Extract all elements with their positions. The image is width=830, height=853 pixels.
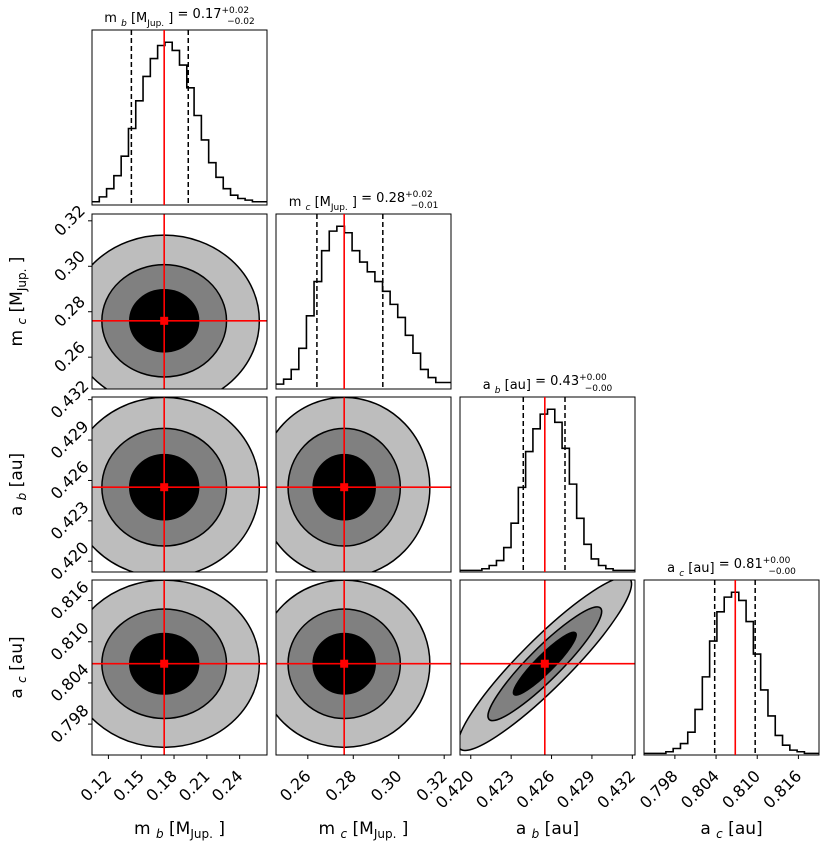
- xtick-label-0-1: 0.15: [109, 766, 148, 805]
- xtick-label-3-1: 0.804: [677, 766, 723, 812]
- truth-marker-3-2: [540, 659, 549, 668]
- xtick-label-3-3: 0.816: [759, 766, 805, 812]
- xtick-label-0-0: 0.12: [77, 766, 116, 805]
- xlabel-2: a b [au]: [516, 819, 579, 841]
- ytick-label-1-3: 0.32: [50, 201, 89, 240]
- ytick-label-2-3: 0.429: [47, 417, 93, 463]
- truth-marker-1-0: [160, 316, 169, 325]
- xtick-label-1-0: 0.26: [276, 766, 315, 805]
- hist-title-3: a c [au] = 0.81+0.00 −0.00: [667, 556, 796, 579]
- panel-2-0: [91, 396, 268, 573]
- xlabel-1: m c [MJup. ]: [319, 819, 409, 841]
- ylabel-2: a b [au]: [7, 453, 29, 516]
- panel-frame-2-0: [91, 396, 268, 573]
- panel-3-2: [459, 579, 636, 756]
- ytick-label-3-0: 0.798: [47, 701, 93, 747]
- xtick-label-2-4: 0.432: [593, 766, 639, 812]
- xtick-label-2-3: 0.429: [553, 766, 599, 812]
- ytick-label-1-2: 0.30: [50, 247, 89, 286]
- ylabel-3: a c [au]: [7, 636, 29, 698]
- ytick-label-3-3: 0.816: [47, 577, 93, 623]
- histogram-step-0: [92, 41, 267, 203]
- ytick-label-2-4: 0.432: [47, 376, 93, 422]
- xtick-label-0-4: 0.24: [208, 766, 247, 805]
- xtick-label-2-2: 0.426: [513, 766, 559, 812]
- panel-frame-1-0: [91, 213, 268, 390]
- histogram-step-2: [460, 408, 635, 572]
- xtick-label-3-2: 0.810: [718, 766, 764, 812]
- ytick-label-1-1: 0.28: [50, 292, 89, 331]
- truth-marker-3-0: [160, 659, 169, 668]
- ytick-label-3-2: 0.810: [47, 618, 93, 664]
- ytick-label-2-1: 0.423: [47, 498, 93, 544]
- panel-3-1: [275, 579, 452, 756]
- truth-marker-2-0: [160, 483, 169, 492]
- ytick-label-2-0: 0.420: [47, 538, 93, 584]
- panel-1-0: [91, 213, 268, 390]
- histogram-step-1: [276, 225, 451, 385]
- ytick-label-3-1: 0.804: [47, 660, 93, 706]
- xtick-label-0-3: 0.21: [175, 766, 214, 805]
- xlabel-3: a c [au]: [700, 819, 762, 841]
- xlabel-0: m b [MJup. ]: [134, 819, 225, 841]
- panel-frame-3-1: [275, 579, 452, 756]
- ytick-label-2-2: 0.426: [47, 457, 93, 503]
- hist-frame-3: [643, 579, 820, 756]
- panel-frame-3-0: [91, 579, 268, 756]
- truth-marker-2-1: [340, 483, 349, 492]
- xtick-label-2-1: 0.423: [472, 766, 518, 812]
- xtick-label-1-1: 0.28: [321, 766, 360, 805]
- hist-title-1: m c [MJup. ] = 0.28+0.02 −0.01: [289, 190, 439, 213]
- panel-2-1: [275, 396, 452, 573]
- hist-frame-0: [91, 29, 268, 206]
- xtick-label-0-2: 0.18: [142, 766, 181, 805]
- ytick-label-1-0: 0.26: [50, 338, 89, 377]
- panel-frame-2-1: [275, 396, 452, 573]
- panel-frame-3-2: [459, 579, 636, 756]
- hist-title-2: a b [au] = 0.43+0.00 −0.00: [483, 373, 613, 396]
- ylabel-1: m c [MJup. ]: [7, 257, 29, 347]
- hist-title-0: m b [MJup. ] = 0.17+0.02 −0.02: [104, 6, 254, 29]
- hist-frame-2: [459, 396, 636, 573]
- xtick-label-3-0: 0.798: [636, 766, 682, 812]
- xtick-label-1-2: 0.30: [367, 766, 406, 805]
- panel-3-0: [91, 579, 268, 756]
- histogram-step-3: [644, 591, 819, 755]
- hist-frame-1: [275, 213, 452, 390]
- truth-marker-3-1: [340, 659, 349, 668]
